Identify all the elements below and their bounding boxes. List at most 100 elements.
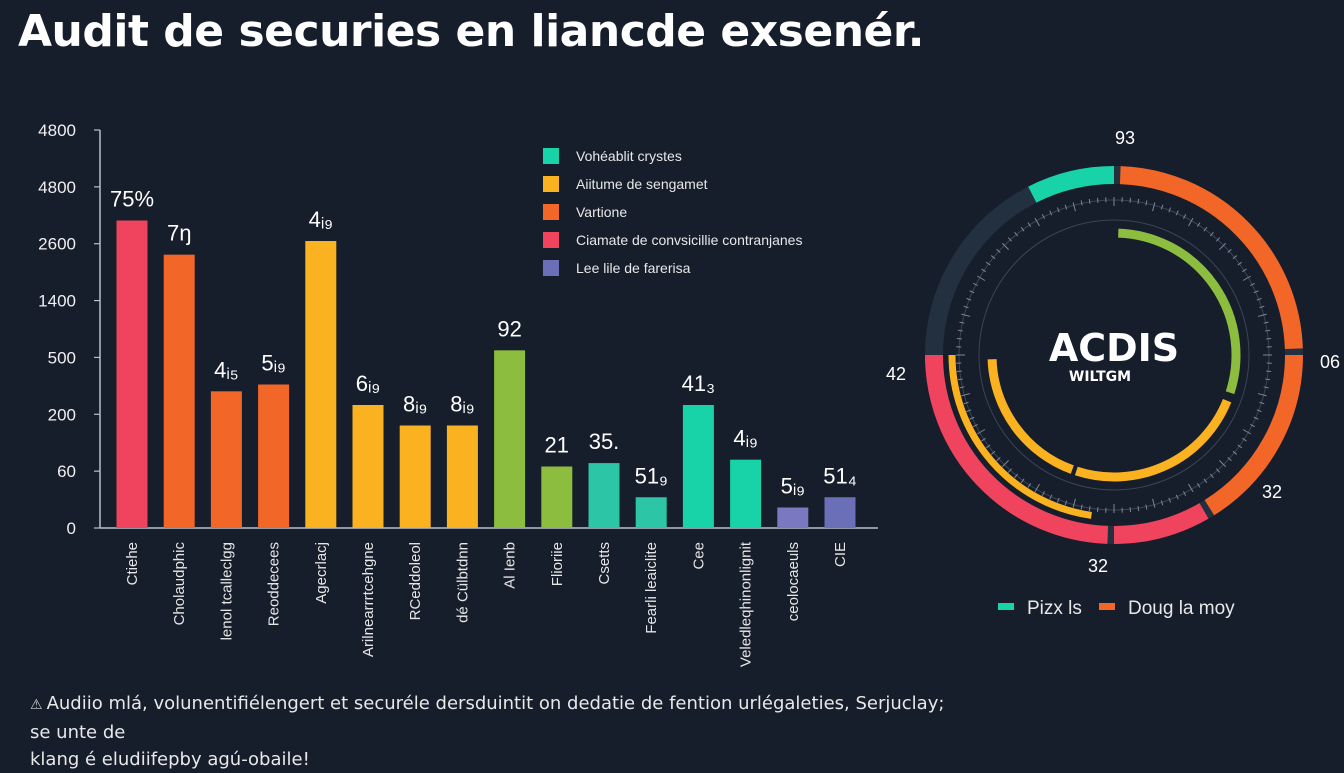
bar <box>777 508 808 529</box>
donut-center-title: ACDIS <box>1049 326 1179 370</box>
donut-outer-label: 42 <box>886 364 906 384</box>
bar-value-label: 8ᵢ₉ <box>450 392 474 417</box>
bar <box>400 426 431 529</box>
bar <box>305 241 336 528</box>
donut-segment <box>1114 511 1204 535</box>
scale-tick <box>1266 338 1271 339</box>
legend-label: Vartione <box>576 204 627 220</box>
bar-chart: 480048002600140050020060075%Ctiehe7ŋChol… <box>38 121 878 667</box>
donut-outer-label: 93 <box>1115 128 1135 148</box>
donut-legend-label: Pizx ls <box>1027 598 1082 619</box>
donut-center-subtitle: WILTGM <box>1069 369 1131 385</box>
y-tick-label: 2600 <box>38 235 76 254</box>
y-tick-label: 500 <box>48 348 76 367</box>
category-label: Flioriie <box>549 542 566 586</box>
bar-value-label: 4ᵢ₉ <box>733 426 757 451</box>
scale-tick <box>957 338 962 339</box>
caption-line-2: klang é eludiifepby agú-obaile! <box>30 746 950 773</box>
scale-tick <box>1265 330 1270 331</box>
donut-legend-swatch <box>998 603 1014 610</box>
y-tick-label: 0 <box>67 519 76 538</box>
y-tick-label: 200 <box>48 405 76 424</box>
scale-tick <box>1258 314 1267 316</box>
bar <box>164 255 195 528</box>
category-label: Reoddecees <box>266 542 283 626</box>
category-label: Fearli leaiclite <box>643 542 660 634</box>
scale-tick <box>1089 506 1090 511</box>
category-label: lenol tcalleclgg <box>218 542 235 640</box>
bar-value-label: 51₉ <box>635 463 668 488</box>
bar <box>447 426 478 529</box>
bar-value-label: 8ᵢ₉ <box>403 392 427 417</box>
bar-value-label: 51₄ <box>823 463 856 488</box>
scale-tick <box>1081 200 1082 205</box>
scale-tick <box>961 394 970 396</box>
bar <box>589 463 620 528</box>
category-label: dé Cülbtdnn <box>454 542 471 623</box>
bar <box>541 467 572 529</box>
bar-value-label: 7ŋ <box>167 221 191 246</box>
caption-line-1: Audiio mlá, volunentifiélengert et secur… <box>30 693 944 743</box>
scale-tick <box>1264 387 1269 388</box>
legend-swatch <box>543 204 559 220</box>
y-tick-label: 4800 <box>38 121 76 140</box>
y-tick-label: 60 <box>57 462 76 481</box>
scale-tick <box>1266 371 1271 372</box>
bar-value-label: 92 <box>497 316 521 341</box>
category-label: Agecrlacj <box>313 542 330 604</box>
scale-tick <box>1138 506 1139 511</box>
scale-tick <box>1265 379 1270 380</box>
donut-legend-label: Doug la moy <box>1128 598 1235 619</box>
donut-outer-label: 06 <box>1320 352 1340 372</box>
bar <box>683 405 714 528</box>
y-tick-label: 4800 <box>38 178 76 197</box>
scale-tick <box>1130 507 1131 512</box>
category-label: Arilnearrrtcehgne <box>360 542 377 657</box>
scale-tick <box>1097 198 1098 203</box>
bar-value-label: 5ᵢ₉ <box>261 351 285 376</box>
category-label: Cee <box>690 542 707 570</box>
bar <box>636 497 667 528</box>
legend-swatch <box>543 232 559 248</box>
scale-tick <box>1130 198 1131 203</box>
category-label: RCeddoleol <box>407 542 424 620</box>
bar <box>825 497 856 528</box>
category-label: Cholaudphic <box>171 542 188 626</box>
bar-value-label: 5ᵢ₉ <box>781 474 805 499</box>
bar <box>494 350 525 528</box>
bar-value-label: 75% <box>110 187 154 212</box>
scale-tick <box>1153 499 1155 508</box>
bar-value-label: 21 <box>545 433 569 458</box>
legend-label: Lee lile de farerisa <box>576 260 691 276</box>
legend-label: Vohéablit crystes <box>576 148 682 164</box>
bar-value-label: 35. <box>589 429 620 454</box>
scale-tick <box>958 330 963 331</box>
scale-tick <box>1138 199 1139 204</box>
bar <box>730 460 761 528</box>
scale-tick <box>1089 199 1090 204</box>
category-label: Al Ienb <box>502 542 519 589</box>
scale-tick <box>1258 394 1267 396</box>
scale-tick <box>1073 202 1075 211</box>
scale-tick <box>959 322 964 323</box>
scale-tick <box>961 314 970 316</box>
legend-label: Aiitume de sengamet <box>576 176 708 192</box>
scale-tick <box>1146 505 1147 510</box>
donut-outer-label: 32 <box>1262 482 1282 502</box>
scale-tick <box>959 387 964 388</box>
caption: ⚠Audiio mlá, volunentifiélengert et secu… <box>30 690 950 773</box>
bar <box>117 221 148 529</box>
scale-tick <box>1081 505 1082 510</box>
scale-tick <box>1073 499 1075 508</box>
scale-tick <box>1146 200 1147 205</box>
scale-tick <box>1097 507 1098 512</box>
legend-label: Ciamate de convsicillie contranjanes <box>576 232 802 248</box>
category-label: Veledleqhinonlignit <box>738 541 755 667</box>
bar <box>211 391 242 528</box>
bar-value-label: 41₃ <box>682 371 715 396</box>
donut-segment <box>992 359 1072 469</box>
bar <box>258 385 289 529</box>
legend-swatch <box>543 148 559 164</box>
y-tick-label: 1400 <box>38 292 76 311</box>
